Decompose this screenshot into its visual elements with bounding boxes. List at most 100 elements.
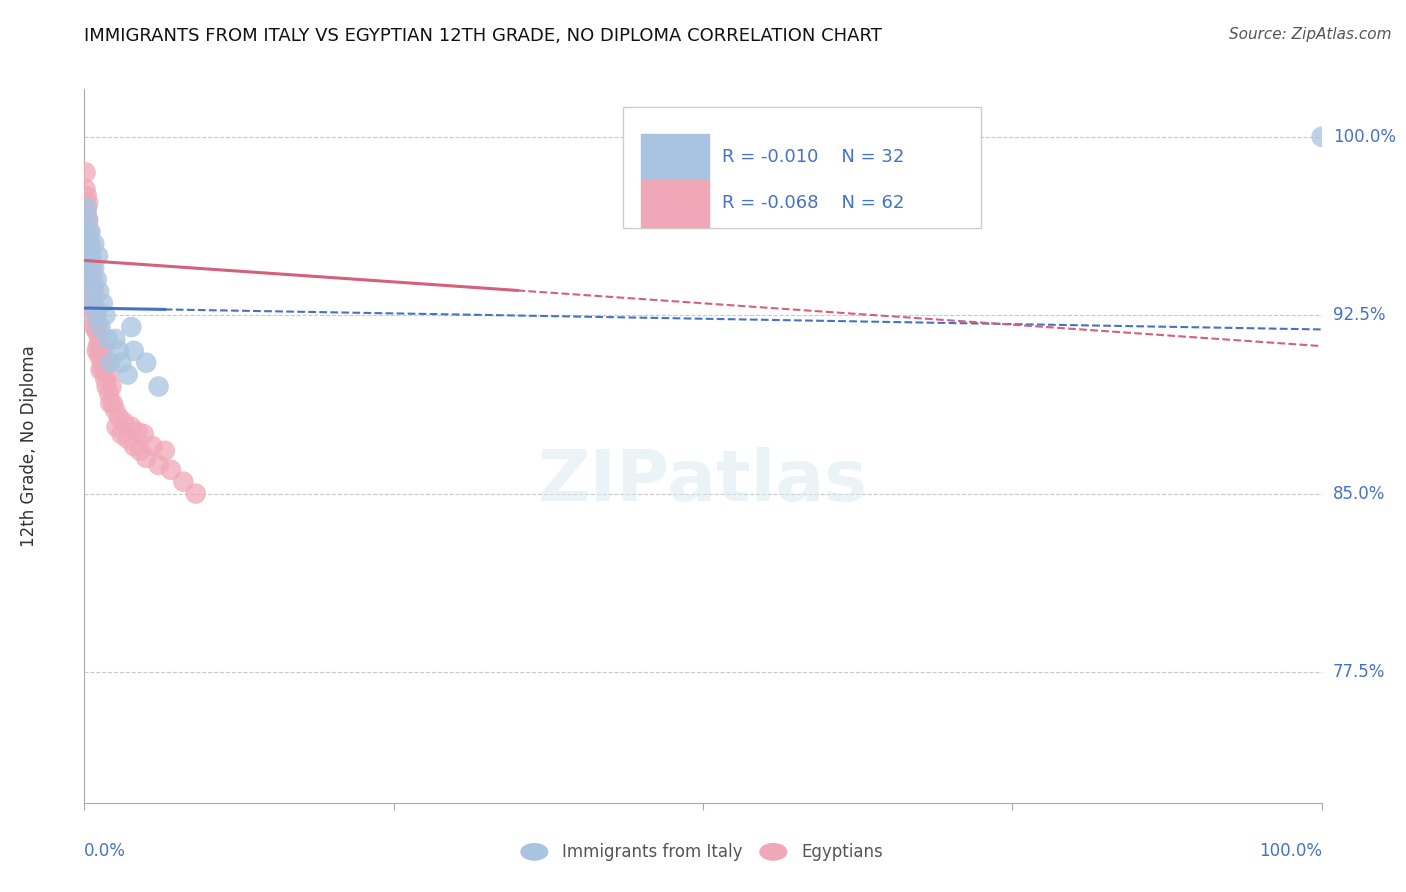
Point [86, 343, 108, 358]
Point [148, 458, 170, 472]
Point [77, 249, 100, 263]
Point [105, 420, 128, 434]
Point [117, 432, 139, 446]
Point [82, 292, 104, 306]
Point [98, 386, 121, 401]
Point [79, 253, 101, 268]
Point [93, 356, 115, 370]
Point [117, 368, 139, 382]
Point [80, 277, 103, 292]
Point [94, 308, 117, 322]
Point [82, 296, 104, 310]
Point [120, 320, 142, 334]
Point [104, 332, 127, 346]
Point [86, 325, 108, 339]
Point [89, 332, 111, 346]
Point [96, 379, 118, 393]
Point [80, 249, 103, 263]
Point [122, 343, 145, 358]
Point [77, 213, 100, 227]
Point [122, 439, 145, 453]
Text: 100.0%: 100.0% [1333, 128, 1396, 145]
Point [108, 343, 131, 358]
Point [76, 236, 98, 251]
Point [104, 403, 127, 417]
Text: R = -0.068    N = 62: R = -0.068 N = 62 [721, 194, 904, 212]
Text: 85.0%: 85.0% [1333, 484, 1385, 502]
Point [127, 425, 149, 439]
Text: Source: ZipAtlas.com: Source: ZipAtlas.com [1229, 27, 1392, 42]
FancyBboxPatch shape [641, 134, 709, 180]
Point [132, 427, 155, 442]
Point [89, 343, 111, 358]
Point [76, 206, 98, 220]
Point [87, 320, 110, 334]
Point [79, 225, 101, 239]
Text: 12th Grade, No Diploma: 12th Grade, No Diploma [20, 345, 38, 547]
Point [77, 196, 100, 211]
Point [86, 308, 108, 322]
Point [110, 427, 132, 442]
Point [98, 396, 121, 410]
Point [1310, 129, 1333, 144]
Point [83, 301, 105, 315]
Point [94, 372, 117, 386]
Point [97, 332, 120, 346]
Point [135, 450, 157, 465]
Point [100, 379, 122, 393]
Text: 92.5%: 92.5% [1333, 306, 1385, 324]
Point [108, 410, 131, 425]
Text: IMMIGRANTS FROM ITALY VS EGYPTIAN 12TH GRADE, NO DIPLOMA CORRELATION CHART: IMMIGRANTS FROM ITALY VS EGYPTIAN 12TH G… [84, 27, 882, 45]
Point [98, 356, 121, 370]
Point [101, 396, 124, 410]
Point [82, 308, 104, 322]
Point [79, 272, 101, 286]
Point [75, 165, 97, 179]
Point [135, 356, 157, 370]
Point [87, 249, 110, 263]
Point [80, 296, 103, 310]
Point [79, 236, 101, 251]
Point [91, 296, 114, 310]
Point [76, 189, 98, 203]
Point [79, 236, 101, 251]
Point [120, 420, 142, 434]
Point [77, 213, 100, 227]
Point [129, 443, 152, 458]
Point [75, 225, 97, 239]
Point [77, 229, 100, 244]
Point [141, 439, 163, 453]
Point [84, 301, 107, 315]
Point [89, 349, 111, 363]
Point [79, 244, 101, 258]
FancyBboxPatch shape [641, 180, 709, 227]
Point [90, 356, 112, 370]
Point [112, 415, 135, 429]
Point [80, 285, 103, 299]
FancyBboxPatch shape [623, 107, 981, 228]
Point [83, 236, 105, 251]
Point [89, 363, 111, 377]
Point [84, 308, 107, 322]
Point [83, 285, 105, 299]
Point [97, 368, 120, 382]
Text: R = -0.010    N = 32: R = -0.010 N = 32 [721, 148, 904, 166]
Point [84, 320, 107, 334]
Text: ZIPatlas: ZIPatlas [538, 447, 868, 516]
Point [160, 463, 183, 477]
Point [172, 475, 194, 489]
Point [148, 379, 170, 393]
Text: 0.0%: 0.0% [84, 842, 127, 860]
Point [79, 260, 101, 275]
Point [89, 285, 111, 299]
Text: 77.5%: 77.5% [1333, 663, 1385, 681]
Point [83, 260, 105, 275]
Text: Egyptians: Egyptians [801, 843, 883, 861]
Point [80, 260, 103, 275]
Point [79, 272, 101, 286]
Point [89, 320, 111, 334]
Point [76, 201, 98, 215]
Point [110, 356, 132, 370]
Point [91, 363, 114, 377]
Text: 100.0%: 100.0% [1258, 842, 1322, 860]
